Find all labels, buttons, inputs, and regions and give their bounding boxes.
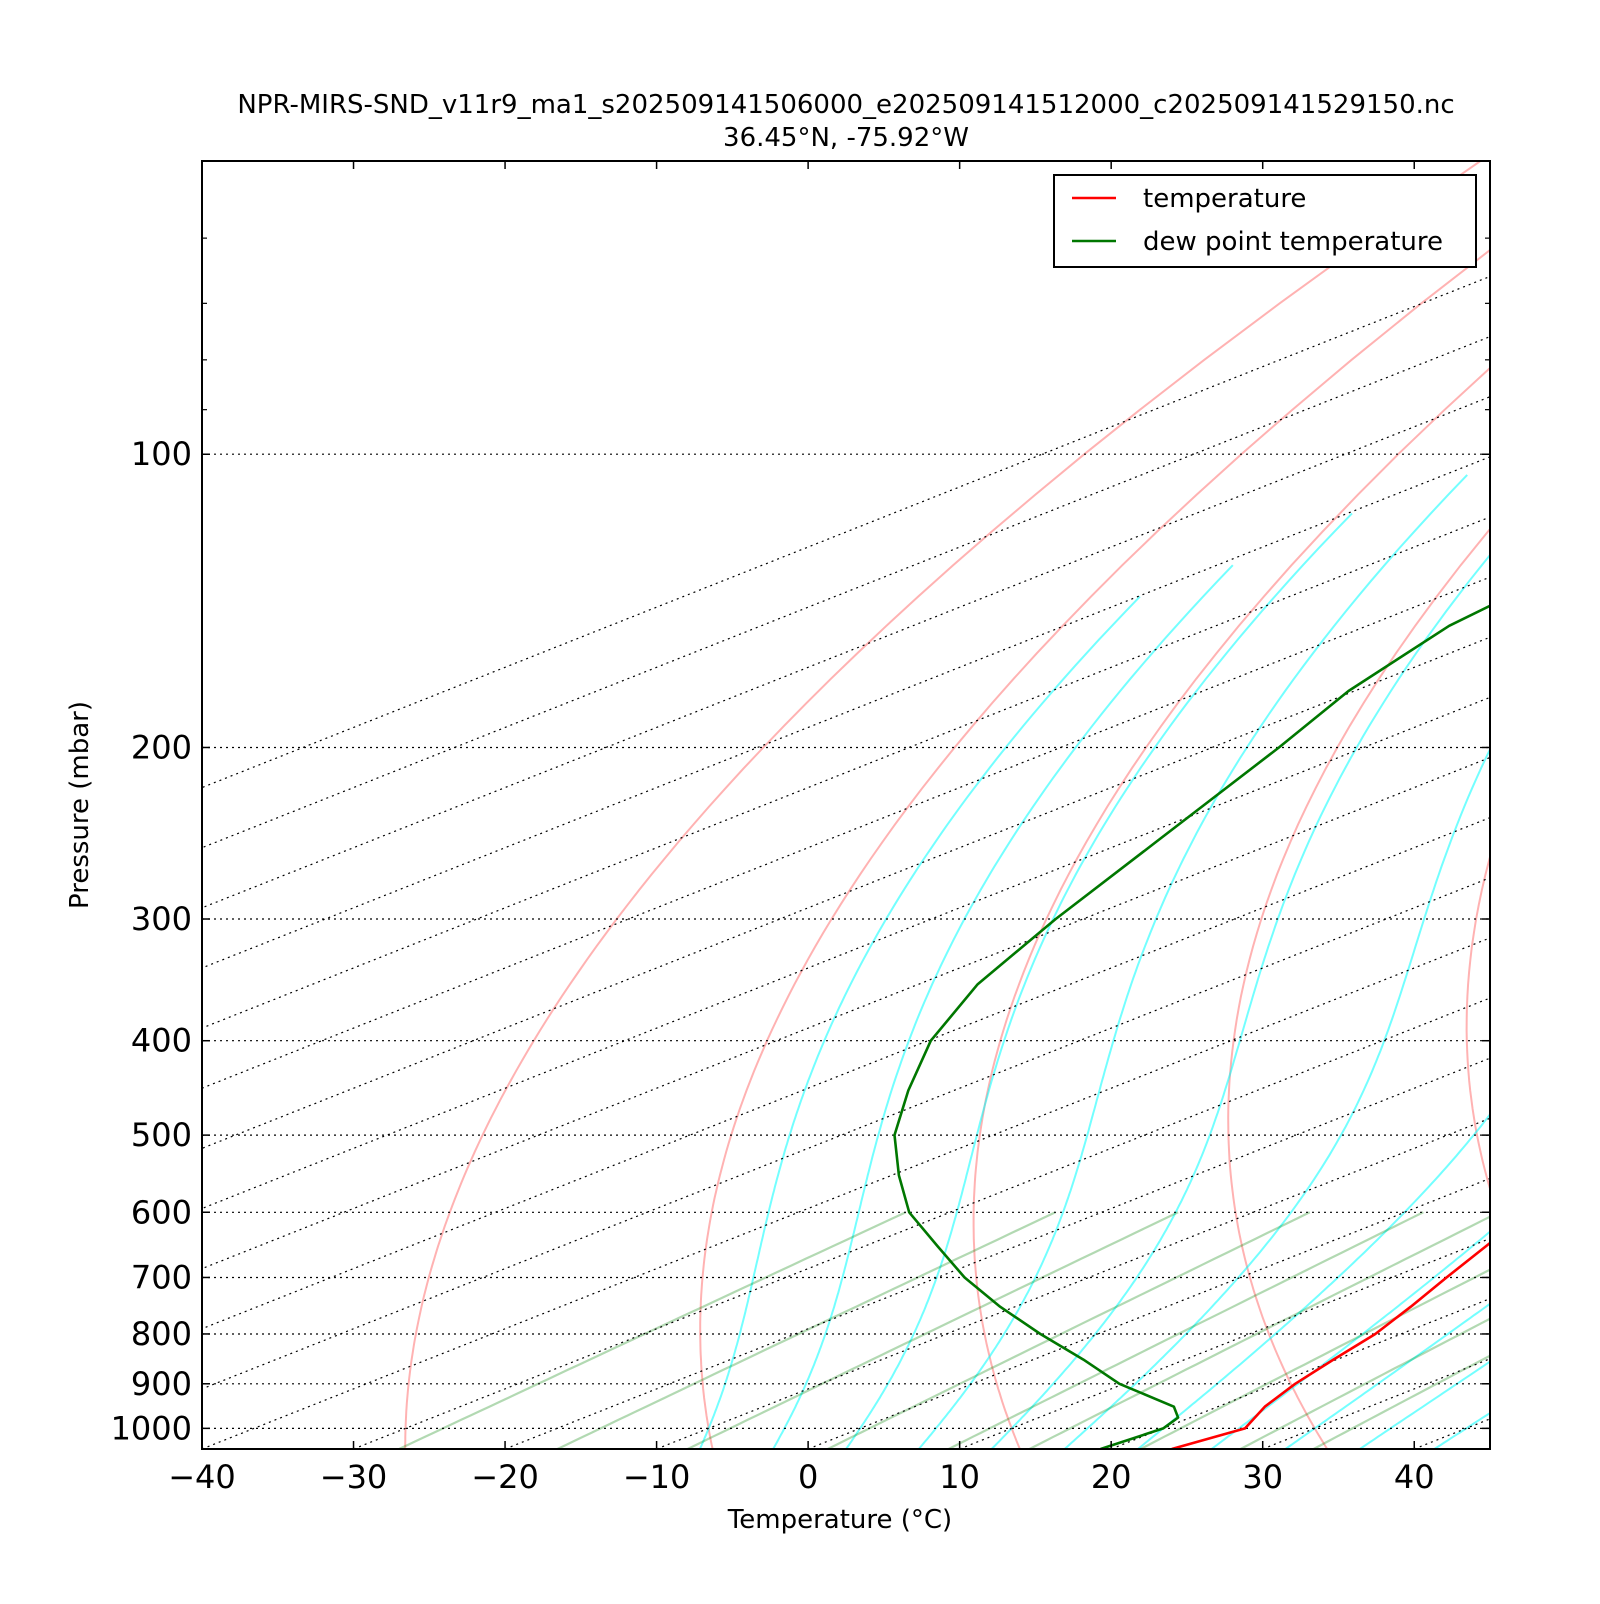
mixing-ratio-line — [399, 1212, 906, 1449]
y-tick-label: 300 — [131, 900, 192, 938]
moist-adiabat-line — [1138, 272, 1600, 1449]
mixing-ratio-line — [1241, 1212, 1600, 1449]
legend-label-temperature: temperature — [1143, 184, 1306, 214]
y-axis-label: Pressure (mbar) — [65, 701, 95, 909]
plot-frame — [202, 161, 1490, 1449]
y-tick-label: 900 — [131, 1365, 192, 1403]
x-tick-label: 30 — [1242, 1458, 1283, 1496]
mixing-ratio-line — [828, 1212, 1310, 1449]
moist-adiabat-line — [773, 565, 1233, 1449]
chart-subtitle: 36.45°N, -75.92°W — [723, 123, 969, 153]
isotherm-gridline — [505, 161, 1600, 1449]
x-tick-label: 10 — [939, 1458, 980, 1496]
moist-adiabat-line — [919, 475, 1467, 1449]
moist-adiabat-line — [1065, 360, 1600, 1449]
y-tick-label: 500 — [131, 1116, 192, 1154]
y-tick-label: 200 — [131, 728, 192, 766]
y-tick-label: 600 — [131, 1193, 192, 1231]
y-tick-label: 100 — [131, 435, 192, 473]
legend: temperature dew point temperature — [1054, 175, 1476, 267]
isotherm-gridline — [1111, 161, 1600, 1449]
background-adiabats — [399, 161, 1600, 1449]
isotherm-gridline — [1414, 161, 1600, 1449]
x-axis-label: Temperature (°C) — [727, 1505, 952, 1535]
dry-adiabat-line — [405, 161, 1480, 1449]
y-tick-label: 700 — [131, 1258, 192, 1296]
x-tick-label: 0 — [798, 1458, 818, 1496]
isotherm-gridline — [1566, 161, 1600, 1449]
x-tick-label: −40 — [168, 1458, 236, 1496]
x-tick-label: 40 — [1394, 1458, 1435, 1496]
y-tick-label: 400 — [131, 1022, 192, 1060]
y-tick-label: 800 — [131, 1315, 192, 1353]
moist-adiabat-line — [846, 513, 1352, 1449]
legend-label-dewpoint: dew point temperature — [1143, 227, 1443, 257]
dry-adiabat-line — [1467, 161, 1600, 1449]
series-layer — [895, 161, 1600, 1449]
moist-adiabat-line — [1212, 161, 1600, 1449]
x-tick-label: −20 — [471, 1458, 539, 1496]
moist-adiabat-line — [992, 410, 1600, 1449]
moist-adiabat-line — [1286, 161, 1600, 1449]
y-tick-label: 1000 — [111, 1409, 192, 1447]
isotherm-gridline — [657, 161, 1600, 1449]
isotherm-gridline — [202, 161, 1600, 1449]
isotherm-gridline — [1263, 161, 1600, 1449]
chart-title: NPR-MIRS-SND_v11r9_ma1_s202509141506000_… — [237, 90, 1454, 120]
mixing-ratio-line — [557, 1212, 1055, 1449]
x-tick-label: −30 — [320, 1458, 388, 1496]
x-tick-label: 20 — [1091, 1458, 1132, 1496]
isotherm-gridline — [51, 161, 1600, 1449]
isotherm-gridline — [960, 161, 1600, 1449]
moist-adiabat-line — [1509, 161, 1600, 1449]
x-tick-label: −10 — [623, 1458, 691, 1496]
mixing-ratio-line — [1314, 1212, 1600, 1449]
temperature-line — [1172, 161, 1600, 1449]
moist-adiabat-line — [1360, 161, 1600, 1449]
plot-area — [0, 161, 1600, 1449]
axis-ticks: −40 −30 −20 −10 0 10 20 30 40 100 200 300 400 500 600 7… — [111, 161, 1490, 1496]
